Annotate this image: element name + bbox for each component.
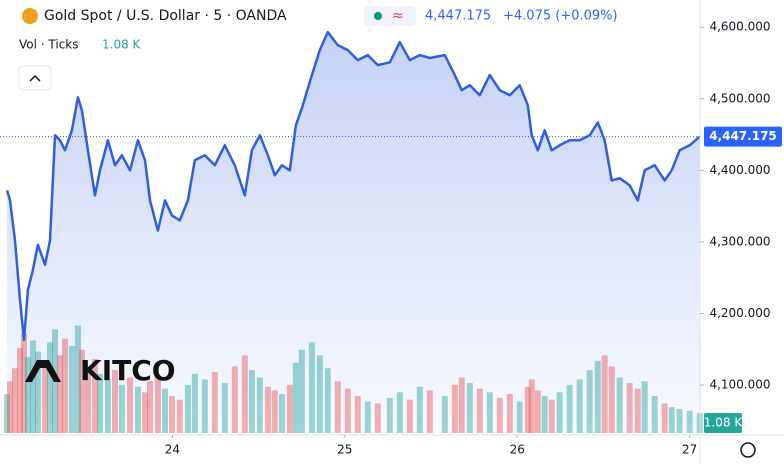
x-tick-label: 24: [165, 443, 180, 457]
volume-tag-label: 1.08 K: [704, 416, 744, 430]
x-tick-label: 25: [337, 443, 352, 457]
symbol-title: Gold Spot / U.S. Dollar · 5 · OANDA: [44, 8, 287, 24]
settings-icon[interactable]: [740, 442, 756, 458]
collapse-button[interactable]: [18, 65, 52, 91]
watermark-logo: [25, 360, 61, 382]
price-line: [5, 30, 701, 342]
last-price-label: 4,447.175: [709, 129, 777, 143]
price-area: [7, 32, 700, 433]
y-tick-label: 4,300.000: [709, 234, 770, 248]
y-tick-label: 4,100.000: [709, 378, 770, 392]
x-tick-label: 26: [510, 443, 525, 457]
volume-tag: [704, 413, 742, 433]
x-tick-label: 27: [682, 443, 697, 457]
status-dot: [374, 12, 382, 20]
symbol-icon: [22, 8, 38, 24]
header-change: +4.075 (+0.09%): [503, 9, 618, 24]
status-badge: [364, 6, 416, 26]
header-price: 4,447.175: [425, 9, 491, 24]
y-tick-label: 4,600.000: [709, 20, 770, 34]
watermark: KITCO: [80, 354, 176, 387]
y-tick-label: 4,500.000: [709, 91, 770, 105]
status-icon: ≈: [392, 8, 404, 24]
last-price-tag: [704, 126, 782, 147]
chevron: [29, 74, 41, 82]
vol-label: Vol · Ticks: [19, 38, 79, 52]
y-tick-label: 4,400.000: [709, 163, 770, 177]
y-tick-label: 4,200.000: [709, 306, 770, 320]
vol-value: 1.08 K: [102, 38, 142, 52]
volume-bar: [4, 394, 11, 433]
